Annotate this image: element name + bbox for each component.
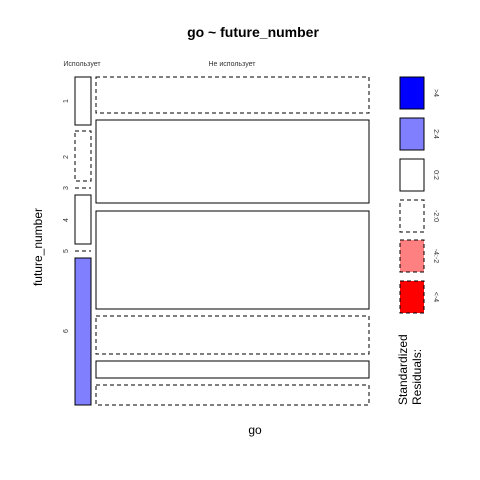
legend-label-neg2-0: -2:0 bbox=[432, 210, 439, 222]
row-label-4: 4 bbox=[63, 218, 70, 222]
tile-ne-ispolzuet-6b bbox=[95, 360, 370, 379]
row-label-3: 3 bbox=[63, 186, 70, 190]
y-axis-label: future_number bbox=[31, 208, 45, 286]
legend-swatch-lt-neg4 bbox=[399, 280, 425, 314]
legend-label-gt4: >4 bbox=[432, 89, 439, 97]
legend-label-2-4: 2:4 bbox=[432, 129, 439, 139]
x-axis-label: go bbox=[248, 423, 262, 437]
tile-ispolzuet-2 bbox=[74, 130, 92, 182]
column-label-ispolzuet: Использует bbox=[63, 61, 101, 68]
legend-label-neg4-neg2: -4:-2 bbox=[432, 249, 439, 264]
tile-ne-ispolzuet-1 bbox=[95, 76, 370, 114]
column-label-ne-ispolzuet: Не использует bbox=[209, 61, 257, 68]
legend-label-lt-neg4: <-4 bbox=[432, 292, 439, 302]
legend-title-line2: Residuals: bbox=[410, 349, 424, 405]
tile-ne-ispolzuet-6c bbox=[95, 384, 370, 406]
chart-title: go ~ future_number bbox=[187, 24, 319, 40]
tile-ispolzuet-1 bbox=[74, 76, 92, 126]
legend-swatch-0-2 bbox=[399, 158, 425, 192]
legend-title-line1: Standardized bbox=[396, 334, 410, 405]
legend-label-0-2: 0:2 bbox=[432, 170, 439, 180]
legend-swatch-gt4 bbox=[399, 76, 425, 110]
tile-ispolzuet-4 bbox=[74, 194, 92, 245]
tile-ne-ispolzuet-4 bbox=[95, 210, 370, 310]
row-label-1: 1 bbox=[63, 99, 70, 103]
row-label-5: 5 bbox=[63, 249, 70, 253]
row-label-2: 2 bbox=[63, 155, 70, 159]
mosaic-tiles bbox=[74, 76, 370, 406]
tile-ne-ispolzuet-2 bbox=[95, 119, 370, 204]
tile-ne-ispolzuet-6a bbox=[95, 315, 370, 355]
legend-swatch-neg2-0 bbox=[399, 199, 425, 233]
legend-swatch-2-4 bbox=[399, 117, 425, 151]
tile-ispolzuet-6 bbox=[74, 257, 92, 406]
legend: >4 2:4 0:2 -2:0 -4:-2 <-4 Standardized R… bbox=[396, 76, 439, 405]
legend-swatch-neg4-neg2 bbox=[399, 239, 425, 273]
row-label-6: 6 bbox=[63, 329, 70, 333]
